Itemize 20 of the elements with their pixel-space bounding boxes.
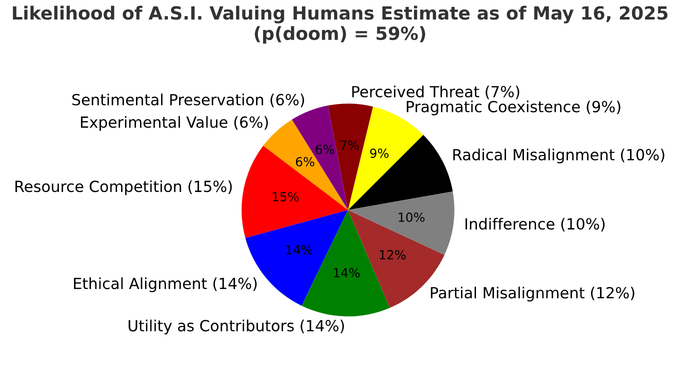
chart-title: Likelihood of A.S.I. Valuing Humans Estimate as of May 16, 2025 (p(doom) = 59%) bbox=[12, 6, 668, 44]
data-label: 12% bbox=[380, 250, 406, 260]
slice-label: Sentimental Preservation (6%) bbox=[72, 94, 304, 108]
slice-label: Perceived Threat (7%) bbox=[352, 86, 520, 100]
slice-label: Radical Misalignment (10%) bbox=[453, 148, 664, 164]
data-label: 6% bbox=[296, 156, 314, 166]
data-label: 14% bbox=[286, 244, 312, 254]
slice-label: Utility as Contributors (14%) bbox=[128, 320, 344, 334]
data-label: 14% bbox=[334, 268, 360, 278]
slice-label: Resource Competition (15%) bbox=[15, 180, 232, 196]
slice-label: Ethical Alignment (14%) bbox=[74, 277, 257, 292]
slice-label: Pragmatic Coexistence (9%) bbox=[406, 100, 620, 116]
data-label: 6% bbox=[316, 144, 334, 154]
data-label: 15% bbox=[272, 192, 299, 202]
data-label: 10% bbox=[398, 212, 424, 222]
data-label: 7% bbox=[340, 140, 359, 150]
slice-label: Partial Misalignment (12%) bbox=[430, 286, 634, 302]
slice-label: Indifference (10%) bbox=[466, 218, 605, 232]
slice-label: Experimental Value (6%) bbox=[80, 116, 268, 131]
data-label: 9% bbox=[370, 148, 388, 158]
